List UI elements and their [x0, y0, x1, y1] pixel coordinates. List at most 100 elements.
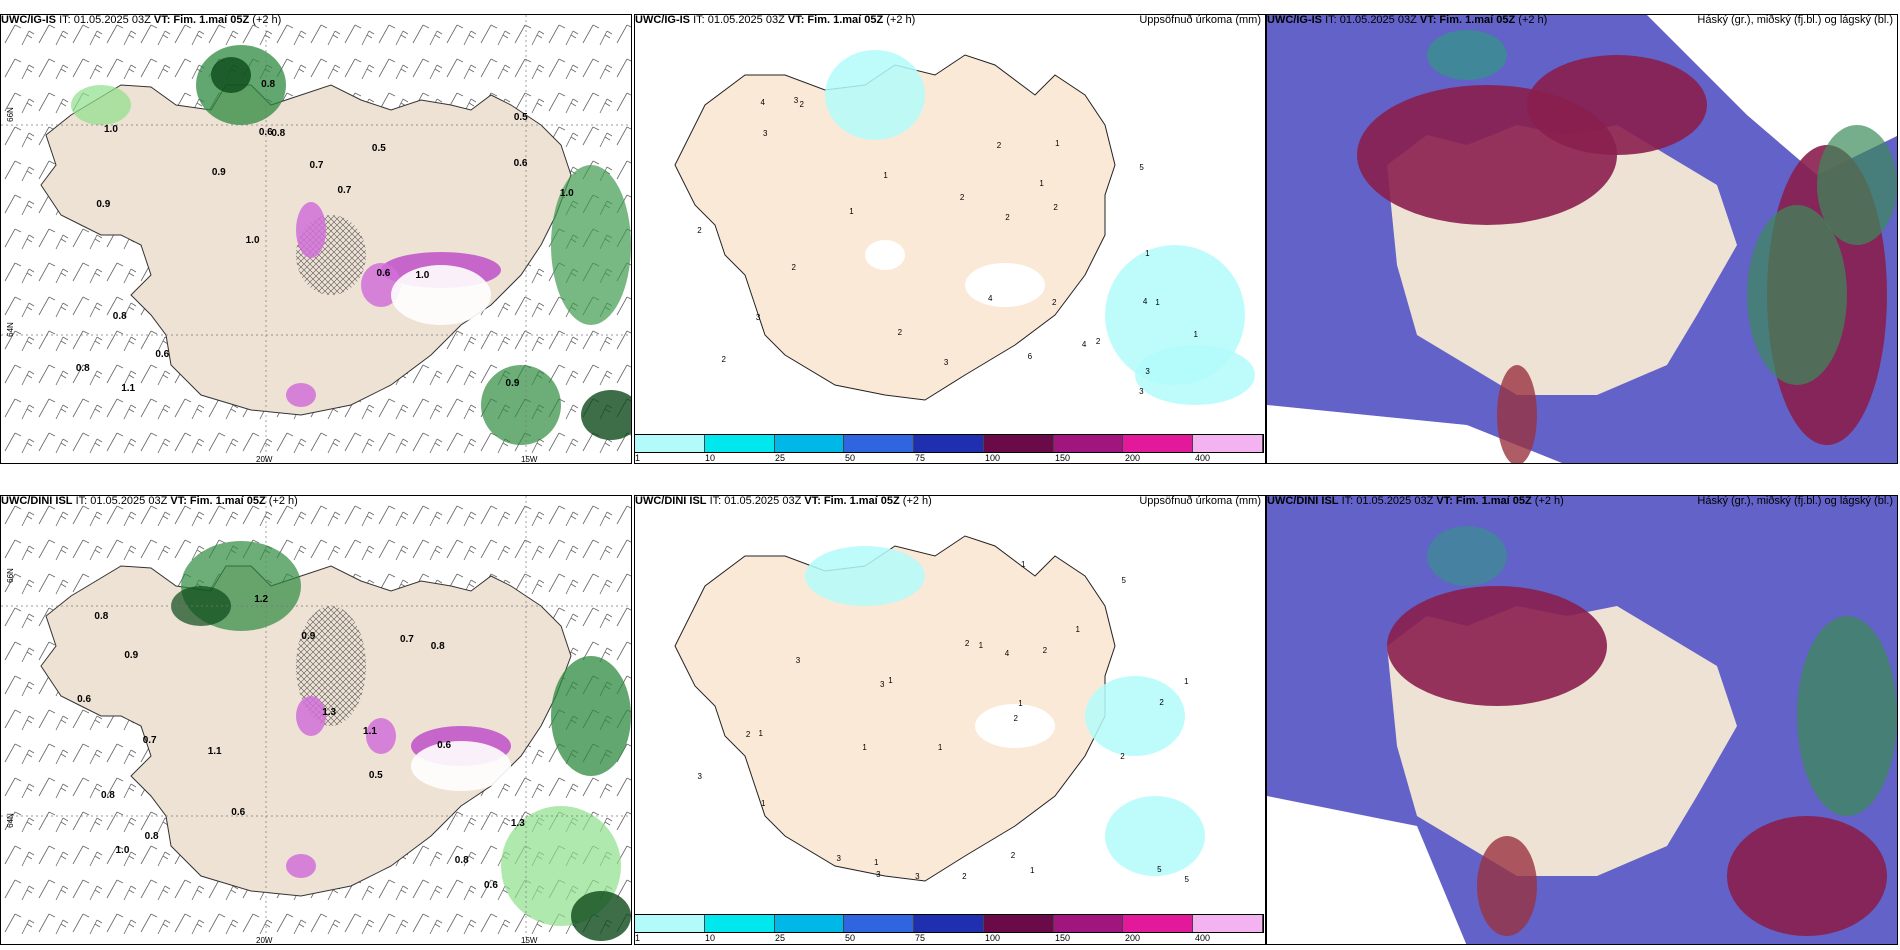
panel-cloud-top[interactable]: UWC/IG-IS IT: 01.05.2025 03Z VT: Fim. 1.…	[1266, 14, 1898, 464]
legend-swatch	[983, 435, 1054, 452]
legend-swatch	[1123, 915, 1194, 932]
map-value-label: 2	[791, 262, 796, 272]
map-value-label: 1	[760, 799, 766, 809]
legend-swatch	[704, 435, 775, 452]
panel-right-title: Háský (gr.), miðský (fj.bl.) og lágský (…	[1697, 495, 1893, 507]
legend-swatch	[914, 915, 984, 932]
map-value-label: 3	[943, 358, 949, 368]
precip-map-bottom[interactable]	[635, 496, 1266, 945]
lat-label-64n: 64N	[5, 813, 15, 828]
map-value-label: 2	[1013, 714, 1018, 724]
map-value-label: 4	[760, 97, 765, 107]
map-value-label: 1	[1184, 677, 1189, 687]
map-value-label: 3	[876, 870, 881, 880]
panel-cloud-bottom[interactable]: UWC/DINI ISL IT: 01.05.2025 03Z VT: Fim.…	[1266, 495, 1898, 945]
map-value-label: 0.6	[484, 879, 498, 891]
map-value-label: 2	[959, 192, 965, 202]
legend-tick-label: 50	[845, 453, 856, 463]
map-value-label: 1.1	[207, 746, 222, 758]
map-value-label: 1	[888, 675, 893, 685]
legend-swatch	[983, 915, 1054, 932]
map-value-label: 2	[745, 730, 751, 740]
legend-swatch	[914, 435, 984, 452]
map-value-label: 4	[1081, 339, 1087, 349]
map-value-label: 2	[721, 354, 726, 364]
map-value-label: 1	[883, 170, 888, 180]
map-value-label: 2	[1095, 337, 1101, 347]
map-value-label: 2	[1159, 697, 1164, 707]
precip-legend-top	[634, 434, 1264, 453]
map-value-label: 3	[762, 128, 768, 138]
map-value-label: 0.8	[112, 310, 127, 322]
legend-swatch	[774, 915, 845, 932]
map-value-label: 2	[1005, 213, 1010, 223]
map-value-label: 0.6	[258, 127, 273, 139]
legend-swatch	[635, 915, 705, 932]
map-value-label: 0.8	[75, 362, 90, 374]
map-value-label: 1	[849, 207, 854, 217]
panel-wind-bottom[interactable]: UWC/DINI ISL IT: 01.05.2025 03Z VT: Fim.…	[0, 495, 632, 945]
map-value-label: 0.7	[309, 160, 324, 172]
map-value-label: 2	[1053, 203, 1058, 213]
precip-map-top[interactable]	[635, 15, 1266, 464]
legend-swatch	[844, 915, 915, 932]
map-value-label: 5	[1184, 875, 1189, 885]
wind-map-bottom[interactable]	[1, 496, 632, 945]
map-value-label: 2	[1042, 645, 1048, 655]
map-value-label: 1	[1029, 865, 1035, 875]
legend-tick-label: 75	[915, 933, 926, 943]
map-value-label: 1.1	[363, 725, 377, 737]
legend-swatch	[774, 435, 845, 452]
lon-label-20w: 20W	[256, 936, 273, 945]
legend-tick-label: 150	[1055, 933, 1071, 943]
legend-tick-label: 200	[1125, 453, 1141, 463]
panel-precip-bottom[interactable]: UWC/DINI ISL IT: 01.05.2025 03Z VT: Fim.…	[634, 495, 1266, 945]
panel-title: UWC/IG-IS IT: 01.05.2025 03Z VT: Fim. 1.…	[1267, 14, 1548, 26]
map-value-label: 0.8	[454, 854, 469, 866]
panel-right-title: Háský (gr.), miðský (fj.bl.) og lágský (…	[1697, 14, 1893, 26]
map-value-label: 1.1	[121, 383, 136, 395]
map-value-label: 5	[1139, 163, 1144, 173]
legend-swatch	[1193, 915, 1264, 932]
map-value-label: 3	[697, 771, 702, 781]
lat-label-64n: 64N	[5, 322, 15, 337]
panel-title: UWC/IG-IS IT: 01.05.2025 03Z VT: Fim. 1.…	[635, 14, 916, 26]
map-value-label: 5	[1121, 575, 1126, 585]
cloud-map-bottom[interactable]	[1267, 496, 1898, 945]
legend-tick-label: 50	[845, 933, 856, 943]
legend-swatch	[1053, 915, 1124, 932]
map-value-label: 1	[1055, 138, 1060, 148]
legend-swatch	[1053, 435, 1124, 452]
map-value-label: 0.9	[301, 631, 316, 643]
map-value-label: 0.6	[513, 158, 528, 170]
panel-wind-top[interactable]: UWC/IG-IS IT: 01.05.2025 03Z VT: Fim. 1.…	[0, 14, 632, 464]
legend-tick-label: 75	[915, 453, 926, 463]
map-value-label: 0.7	[399, 634, 414, 646]
map-value-label: 0.5	[368, 769, 383, 781]
legend-swatch	[635, 435, 705, 452]
wind-map-top[interactable]	[1, 15, 632, 464]
legend-tick-label: 25	[775, 933, 786, 943]
legend-swatch	[1123, 435, 1194, 452]
precip-legend-ticks-bottom: 1 10 25 50 75 100 150 200 400	[634, 933, 1264, 945]
map-value-label: 1	[862, 742, 867, 752]
map-value-label: 3	[793, 95, 799, 105]
map-value-label: 3	[1145, 367, 1150, 377]
map-value-label: 1.0	[104, 124, 118, 136]
panel-title: UWC/IG-IS IT: 01.05.2025 03Z VT: Fim. 1.…	[1, 14, 282, 26]
lat-label-66n: 66N	[5, 568, 15, 583]
legend-swatch	[1193, 435, 1264, 452]
legend-swatch	[844, 435, 915, 452]
map-value-label: 1	[1155, 298, 1160, 308]
panel-precip-top[interactable]: UWC/IG-IS IT: 01.05.2025 03Z VT: Fim. 1.…	[634, 14, 1266, 464]
map-value-label: 1.0	[415, 269, 430, 281]
map-value-label: 1.3	[510, 817, 525, 829]
map-value-label: 2	[1052, 298, 1057, 308]
legend-swatch	[704, 915, 775, 932]
map-value-label: 2	[1010, 850, 1016, 860]
precip-legend-bottom	[634, 914, 1264, 933]
legend-tick-label: 400	[1195, 933, 1211, 943]
cloud-map-top[interactable]	[1267, 15, 1898, 464]
legend-tick-label: 1	[635, 453, 641, 463]
map-value-label: 3	[836, 854, 841, 864]
